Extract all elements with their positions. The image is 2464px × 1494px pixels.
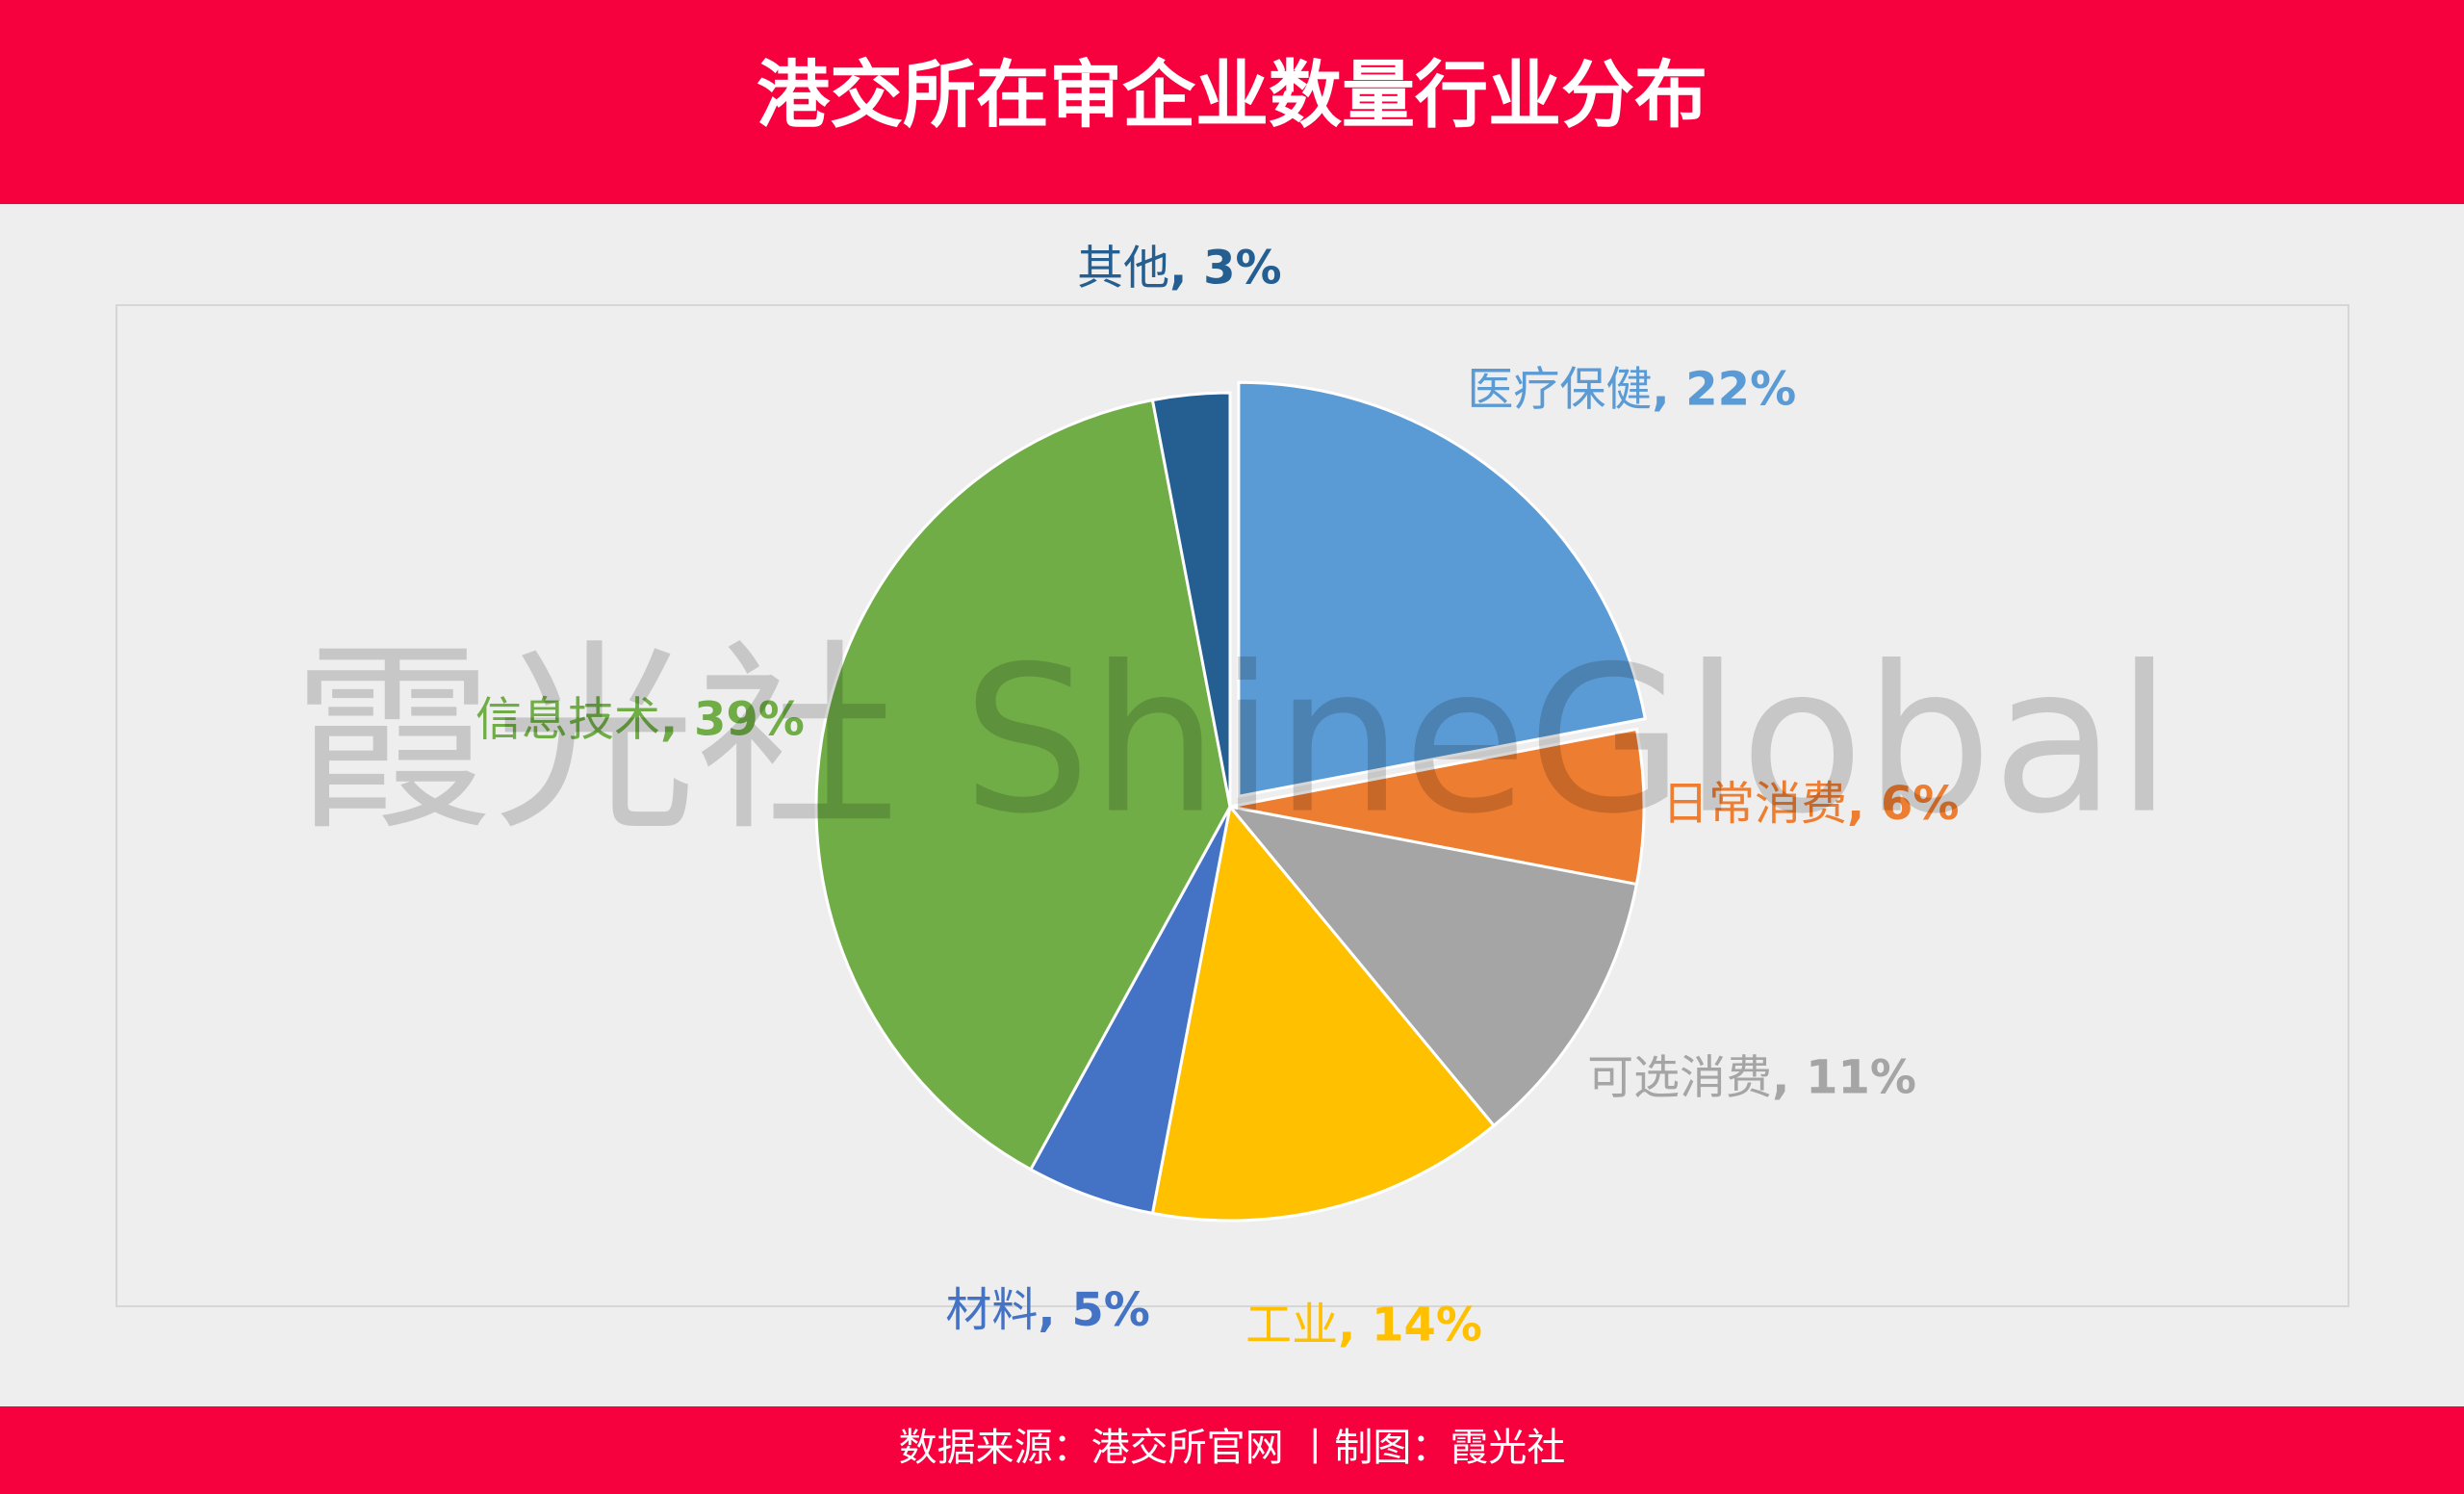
- header-band: [0, 0, 2464, 204]
- footer-band: [0, 1406, 2464, 1494]
- value-label: 39%: [694, 693, 805, 747]
- slice-label: 材料, 5%: [945, 1283, 1149, 1337]
- slice-label: 日常消费, 6%: [1662, 777, 1959, 831]
- category-name: 信息技术: [475, 693, 660, 747]
- value-label: 14%: [1372, 1298, 1482, 1352]
- slice-label: 工业, 14%: [1245, 1298, 1482, 1352]
- label-separator: ,: [1038, 1283, 1071, 1337]
- category-name: 材料: [945, 1283, 1038, 1337]
- value-label: 22%: [1685, 362, 1796, 416]
- pie-slice: [1226, 804, 1639, 1128]
- pie-slice: [814, 398, 1232, 1172]
- pie-slice: [1229, 727, 1646, 887]
- category-name: 医疗保健: [1467, 362, 1652, 416]
- label-separator: ,: [1338, 1298, 1372, 1352]
- label-separator: ,: [1652, 362, 1685, 416]
- slice-label: 其他, 3%: [1077, 241, 1281, 295]
- source-note: 数据来源：港交所官网 丨制图：霞光社: [899, 1426, 1566, 1470]
- slice-label: 可选消费, 11%: [1587, 1051, 1916, 1105]
- label-separator: ,: [1847, 777, 1881, 831]
- watermark: 霞光社 ShineGlobal: [292, 623, 2172, 859]
- chart-title: 港交所在审企业数量行业分布: [757, 52, 1707, 138]
- label-separator: ,: [1169, 241, 1203, 295]
- value-label: 11%: [1806, 1051, 1916, 1105]
- pie-slice: [1150, 391, 1232, 808]
- pie: 医疗保健, 22% 日常消费, 6% 可选消费, 11% 工业, 14% 材料, 5% 信…: [475, 241, 1959, 1352]
- value-label: 3%: [1203, 241, 1282, 295]
- category-name: 工业: [1245, 1298, 1338, 1352]
- pie-slice: [1237, 380, 1648, 799]
- value-label: 5%: [1071, 1283, 1150, 1337]
- label-separator: ,: [660, 693, 694, 747]
- slice-label: 医疗保健, 22%: [1467, 362, 1796, 416]
- pie-slice: [1150, 803, 1497, 1223]
- category-name: 可选消费: [1587, 1051, 1772, 1105]
- slice-label: 信息技术, 39%: [475, 693, 805, 747]
- category-name: 日常消费: [1662, 777, 1847, 831]
- category-name: 其他: [1077, 241, 1169, 295]
- value-label: 6%: [1881, 777, 1960, 831]
- label-separator: ,: [1772, 1051, 1806, 1105]
